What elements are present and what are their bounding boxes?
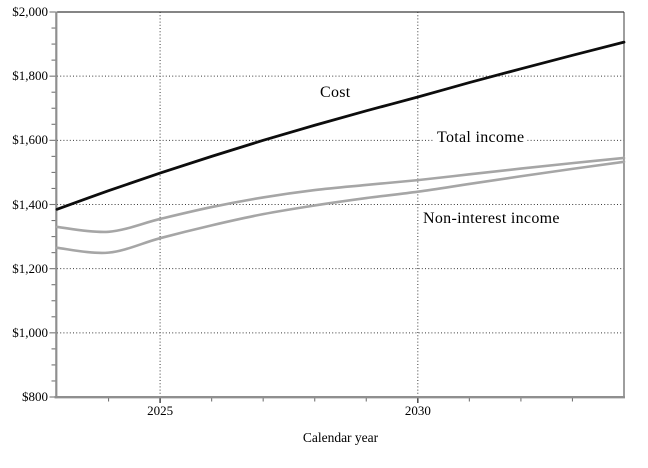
- x-tick-label: 2025: [147, 403, 174, 418]
- y-tick-label: $1,200: [12, 260, 48, 276]
- series-label-cost: Cost: [320, 84, 351, 101]
- series-label-total-income: Total income: [434, 129, 528, 147]
- y-tick-label: $2,000: [12, 4, 48, 19]
- series-line-total-income: [55, 156, 626, 234]
- y-tick-label: $1,600: [12, 132, 48, 148]
- x-axis-title: Calendar year: [302, 430, 379, 445]
- x-tick-label: 2030: [404, 403, 431, 418]
- y-tick-label: $800: [22, 389, 48, 404]
- series-label-non-interest-income: Non-interest income: [420, 210, 563, 228]
- series-line-non-interest-income: [55, 160, 626, 255]
- series-line-cost: [55, 40, 626, 211]
- y-tick-label: $1,000: [12, 324, 48, 340]
- y-tick-label: $1,800: [12, 68, 48, 84]
- y-tick-label: $1,400: [12, 196, 48, 212]
